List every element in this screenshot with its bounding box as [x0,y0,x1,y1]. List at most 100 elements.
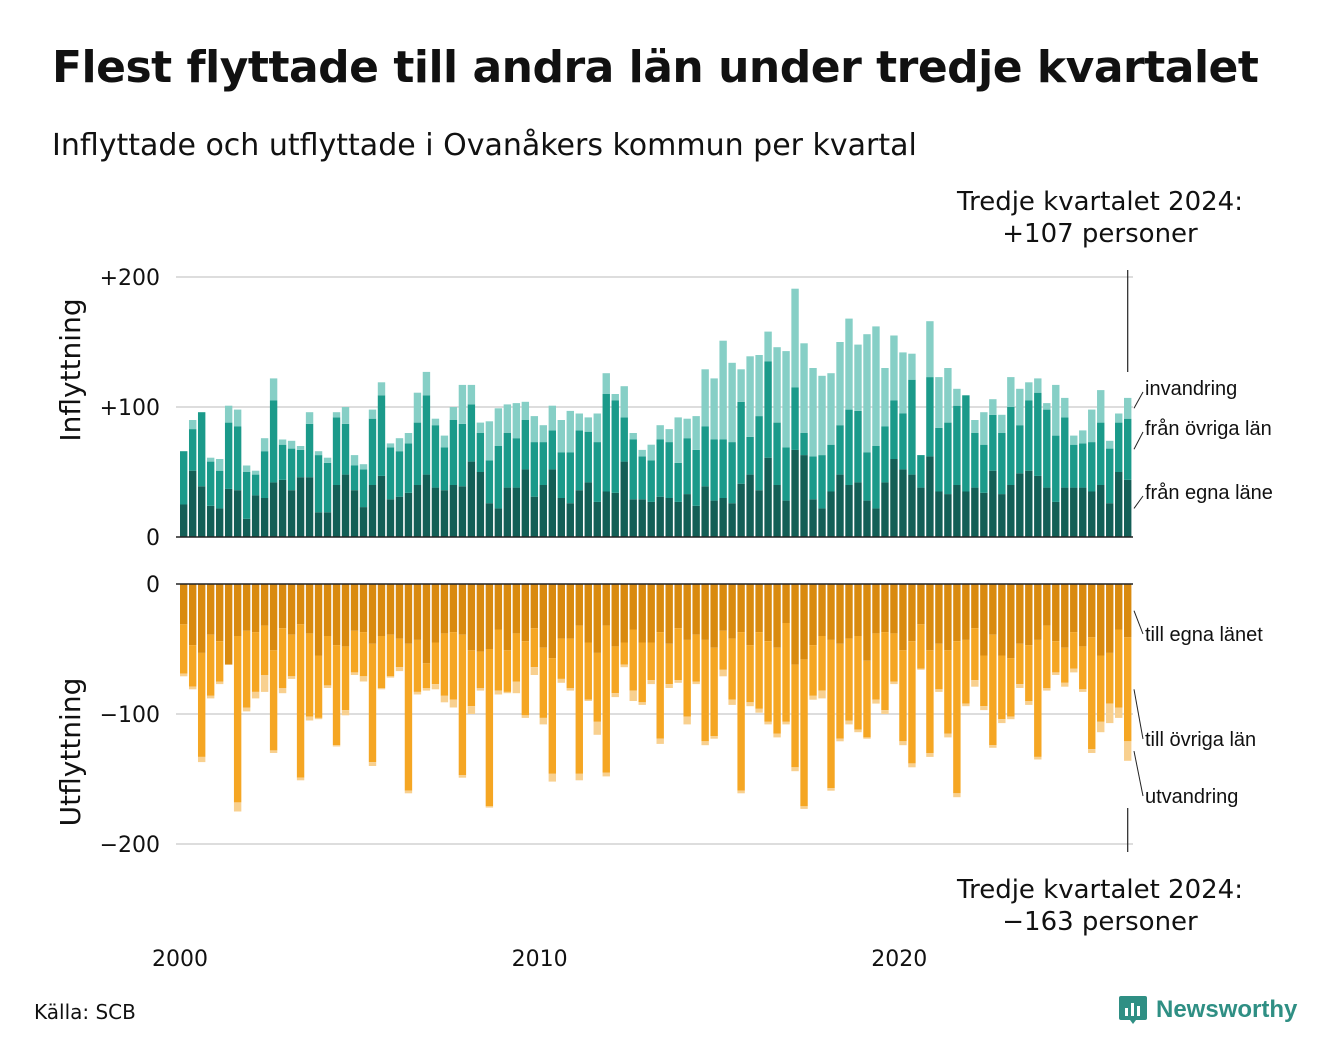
out-bar-2-15 [314,717,323,720]
in-bar-1-61 [728,442,736,504]
out-bar-2-32 [467,706,476,714]
in-bar-1-103 [1106,448,1114,504]
out-bar-0-41 [548,584,557,659]
out-bar-2-20 [359,676,368,682]
out-bar-1-25 [404,643,413,791]
out-bar-1-89 [980,655,988,707]
in-bar-0-8 [251,495,260,537]
in-bar-0-42 [557,498,565,537]
in-bar-0-86 [953,485,961,537]
out-bar-2-11 [278,688,287,694]
out-bar-0-71 [818,584,826,636]
out-bar-0-69 [800,584,808,660]
in-bar-2-22 [377,382,386,396]
out-bar-1-83 [926,650,934,753]
chart-subtitle: Inflyttade och utflyttade i Ovanåkers ko… [52,128,917,163]
out-bar-0-33 [476,584,485,652]
in-bar-1-10 [269,400,278,483]
out-bar-0-103 [1106,584,1114,653]
in-bar-2-56 [683,418,691,439]
in-bar-0-29 [440,490,449,537]
out-bar-0-2 [197,584,206,653]
label-layer: +200 +100 0 0 −100 −200 2000 2010 2020 Inflyttnin… [54,266,1273,972]
out-bar-0-101 [1088,584,1096,638]
out-bar-2-26 [413,691,422,695]
in-bar-2-78 [881,368,889,427]
in-bar-0-48 [611,492,619,537]
in-bar-1-1 [188,429,197,471]
in-bar-1-15 [314,455,323,513]
out-bar-2-104 [1115,707,1123,718]
xtick-label: 2020 [871,947,927,972]
in-bar-0-60 [719,498,727,537]
in-bar-2-64 [755,355,763,417]
in-bar-2-79 [890,335,898,401]
in-bar-1-25 [404,443,413,493]
out-bar-2-61 [728,699,736,705]
in-bar-2-83 [926,321,934,378]
out-bar-1-50 [629,629,637,691]
out-bar-0-28 [431,584,440,643]
out-bar-2-13 [296,777,305,781]
in-bar-1-6 [233,426,242,491]
in-bar-0-16 [323,512,332,537]
out-bar-0-86 [953,584,961,642]
in-bar-2-92 [1007,377,1015,407]
in-bar-2-1 [188,420,197,430]
in-bar-0-93 [1016,473,1024,537]
in-bar-1-94 [1025,400,1033,471]
in-bar-1-73 [836,425,844,475]
in-bar-0-75 [854,482,862,537]
out-bar-0-81 [908,584,916,642]
in-bar-2-89 [980,412,988,445]
in-bar-2-48 [611,394,619,401]
out-bar-2-9 [260,675,269,692]
out-bar-2-85 [944,733,952,738]
in-bar-1-85 [944,422,952,495]
out-bar-2-31 [458,775,467,778]
in-bar-0-58 [701,486,709,537]
out-bar-1-48 [611,646,619,694]
out-bar-2-3 [206,695,215,699]
in-bar-0-74 [845,485,853,537]
out-bar-1-100 [1079,646,1087,690]
in-bar-1-14 [305,423,314,478]
out-bar-1-51 [638,642,646,703]
out-bar-0-18 [341,584,350,647]
in-bar-2-94 [1025,382,1033,401]
in-bar-2-18 [341,407,350,424]
in-bar-0-27 [422,474,431,537]
in-bar-1-79 [890,400,898,459]
in-bar-0-49 [620,461,628,537]
in-bar-1-30 [449,420,458,485]
out-bar-0-87 [962,584,970,640]
out-ytick-label: 0 [146,573,160,598]
in-bar-0-21 [368,485,377,537]
in-bar-1-65 [764,361,772,458]
out-bar-1-66 [773,647,781,734]
in-series-label: från egna läne [1145,482,1273,504]
in-bar-2-19 [350,455,359,466]
out-bar-1-33 [476,651,485,688]
in-bar-2-6 [233,409,242,427]
in-bar-2-24 [395,438,404,452]
out-bar-1-99 [1070,632,1078,669]
out-bar-2-4 [215,681,224,685]
out-bar-2-58 [701,741,709,746]
out-bar-0-51 [638,584,646,643]
in-bar-0-83 [926,456,934,537]
out-bar-1-24 [395,638,404,668]
out-bar-1-70 [809,645,817,696]
out-bar-0-67 [782,584,790,623]
out-bar-2-103 [1106,703,1114,724]
out-bar-1-56 [683,639,691,717]
out-bar-1-78 [881,632,889,711]
out-bar-2-50 [629,690,637,701]
out-bar-1-58 [701,639,709,742]
out-bar-1-45 [584,642,592,700]
in-bar-0-82 [917,487,925,537]
callout-inflow: Tredje kvartalet 2024: +107 personer [920,186,1280,250]
out-bar-2-73 [836,738,844,742]
out-bar-0-74 [845,584,853,639]
in-bar-1-37 [512,438,521,488]
